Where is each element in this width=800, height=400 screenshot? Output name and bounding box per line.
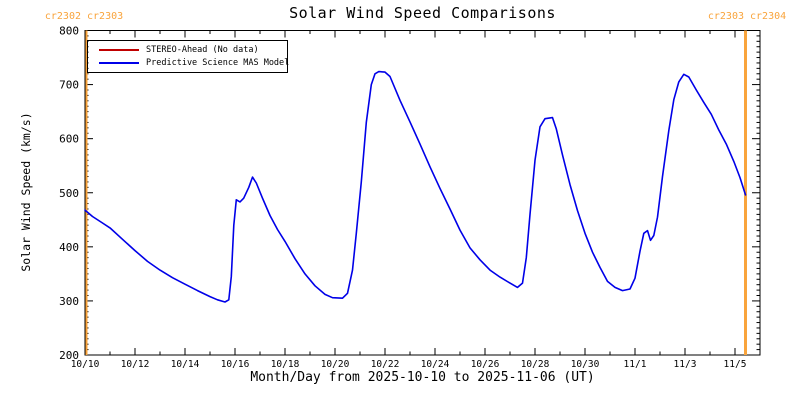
- y-tick-label: 500: [59, 187, 79, 200]
- y-tick-label: 300: [59, 295, 79, 308]
- x-tick-label: 10/24: [421, 359, 450, 370]
- x-tick-label: 10/10: [71, 359, 100, 370]
- x-tick-label: 10/22: [371, 359, 400, 370]
- y-axis-title: Solar Wind Speed (km/s): [19, 112, 33, 272]
- legend-entry-mas-model: Predictive Science MAS Model: [88, 58, 290, 68]
- x-tick-label: 10/26: [471, 359, 500, 370]
- y-tick-label: 800: [59, 25, 79, 38]
- y-tick-label: 400: [59, 241, 79, 254]
- y-tick-label: 600: [59, 133, 79, 146]
- x-tick-label: 10/30: [571, 359, 600, 370]
- x-tick-label: 10/16: [221, 359, 250, 370]
- y-tick-label: 700: [59, 79, 79, 92]
- x-tick-label: 11/5: [724, 359, 747, 370]
- mas-model-line-swatch: [99, 62, 139, 64]
- x-tick-label: 10/14: [171, 359, 200, 370]
- y-tick-label: 200: [59, 349, 79, 362]
- legend: STEREO-Ahead (No data) Predictive Scienc…: [87, 40, 290, 73]
- legend-entry-stereo: STEREO-Ahead (No data): [88, 45, 287, 55]
- legend-label-stereo: STEREO-Ahead (No data): [146, 45, 259, 55]
- cr-boundary-label-left: cr2302 cr2303: [44, 11, 124, 22]
- x-tick-label: 10/12: [121, 359, 150, 370]
- cr-boundary-label-right: cr2303 cr2304: [707, 11, 787, 22]
- stereo-line-swatch: [99, 49, 139, 51]
- x-tick-label: 10/18: [271, 359, 300, 370]
- mas-model-data-line: [84, 70, 747, 303]
- x-tick-label: 10/20: [321, 359, 350, 370]
- x-tick-label: 11/1: [624, 359, 647, 370]
- x-tick-label: 11/3: [674, 359, 697, 370]
- x-tick-label: 10/28: [521, 359, 550, 370]
- chart-title: Solar Wind Speed Comparisons: [289, 4, 556, 22]
- legend-label-mas-model: Predictive Science MAS Model: [146, 58, 290, 68]
- axes-frame: [84, 30, 761, 356]
- x-axis-title: Month/Day from 2025-10-10 to 2025-11-06 …: [250, 370, 595, 385]
